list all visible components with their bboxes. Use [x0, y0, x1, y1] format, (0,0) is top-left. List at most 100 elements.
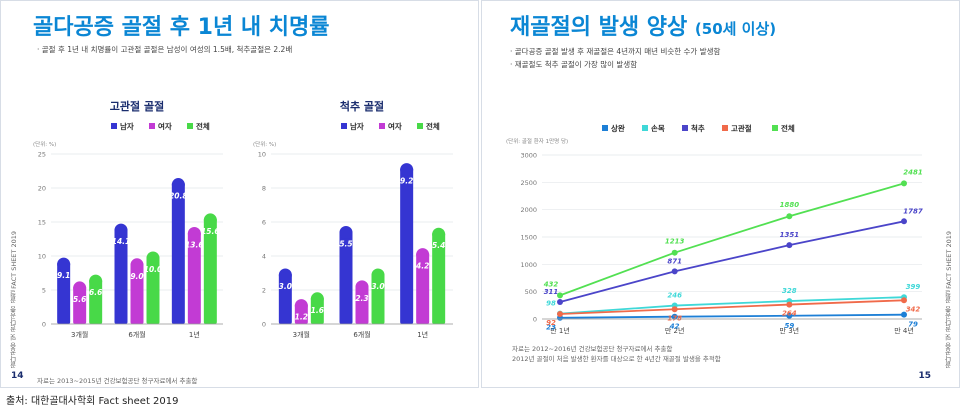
- data-point-전체-3: [901, 180, 907, 187]
- right-page-number: 15: [918, 371, 931, 381]
- y-tick-label-5: 25: [38, 151, 46, 159]
- data-label: 871: [667, 257, 682, 265]
- y-tick-label-5: 2500: [520, 179, 537, 187]
- legend-label-0: 남자: [120, 121, 134, 131]
- legend-label-2: 전체: [426, 121, 440, 131]
- data-point-전체-1: [671, 249, 678, 256]
- data-point-상완-3: [901, 311, 907, 318]
- bar-value-label: 15.6: [201, 227, 220, 236]
- legend-label-2: 전체: [196, 121, 210, 131]
- data-label: 98: [546, 300, 556, 308]
- legend-label-0: 상완: [611, 123, 625, 133]
- right-bullet-1: · 골다공증 골절 발생 후 재골절은 4년까지 매년 비슷한 수가 발생함: [510, 47, 721, 56]
- data-point-상완-1: [671, 313, 678, 320]
- bar-전체-1: [371, 273, 385, 324]
- y-tick-label-6: 3000: [520, 152, 537, 160]
- bar-여자-2: [416, 252, 430, 324]
- left-page-number: 14: [11, 371, 24, 381]
- legend-swatch-2: [682, 125, 688, 131]
- legend-label-3: 고관절: [731, 123, 752, 133]
- bar-head-여자-0: [73, 281, 87, 295]
- y-tick-label-0: 0: [533, 316, 537, 324]
- x-tick-label-2: 만 3년: [780, 326, 800, 335]
- bar-head-전체-2: [432, 227, 446, 241]
- bar-여자-1: [355, 284, 369, 324]
- y-tick-label-0: 0: [42, 321, 46, 329]
- bar-head-남자-0: [57, 257, 71, 271]
- left-panel: 골다공증 골절 후 1년 내 치명률 · 골절 후 1년 내 치명률이 고관절 …: [0, 0, 479, 388]
- legend-label-2: 척추: [691, 123, 705, 133]
- y-tick-label-4: 8: [262, 185, 266, 193]
- bar-value-label: 5.5: [339, 240, 352, 249]
- bar-head-전체-2: [203, 213, 217, 227]
- y-tick-label-4: 2000: [520, 206, 537, 214]
- data-point-고관절-0: [557, 310, 563, 317]
- bar-남자-0: [278, 273, 292, 324]
- legend-label-0: 남자: [350, 121, 364, 131]
- y-tick-label-1: 500: [525, 288, 537, 296]
- source-caption: 출처: 대한골대사학회 Fact sheet 2019: [6, 396, 179, 407]
- bar-value-label: 10.0: [144, 265, 163, 274]
- bar-전체-2: [203, 217, 217, 324]
- data-label: 42: [670, 323, 680, 331]
- bar-head-여자-2: [187, 227, 201, 241]
- legend-label-4: 전체: [781, 123, 795, 133]
- data-point-고관절-3: [901, 297, 907, 304]
- data-label: 1880: [780, 201, 800, 209]
- bar-전체-1: [146, 256, 160, 324]
- right-title-suffix: (50세 이상): [694, 20, 777, 38]
- data-label: 1787: [903, 207, 923, 215]
- data-label: 399: [906, 283, 921, 291]
- bar-value-label: 2.3: [355, 294, 368, 303]
- x-tick-label-1: 6개월: [353, 330, 370, 339]
- data-point-전체-0: [557, 292, 563, 299]
- bar-head-여자-1: [130, 258, 144, 272]
- data-point-척추-1: [671, 268, 678, 275]
- x-tick-label-2: 1년: [417, 330, 428, 339]
- legend-swatch-1: [379, 123, 385, 129]
- y-tick-label-2: 10: [38, 253, 46, 261]
- data-label: 328: [782, 287, 797, 295]
- y-tick-label-0: 0: [262, 321, 266, 329]
- y-unit-label: (단위: %): [253, 140, 276, 148]
- legend-swatch-0: [111, 123, 117, 129]
- bar-value-label: 3.0: [279, 282, 292, 291]
- y-tick-label-3: 15: [38, 219, 46, 227]
- bar-남자-1: [339, 230, 353, 324]
- x-tick-label-1: 만 2년: [665, 326, 685, 335]
- y-unit-label: (단위: %): [33, 140, 56, 148]
- left-bullet: · 골절 후 1년 내 치명률이 고관절 골절은 남성이 여성의 1.5배, 척…: [37, 45, 293, 54]
- data-label: 246: [667, 292, 682, 300]
- data-label: 92: [546, 319, 556, 327]
- y-tick-label-3: 6: [262, 219, 266, 227]
- bar-남자-2: [400, 167, 414, 324]
- left-side-note: 골다공증 및 골다공증 골절 FACT SHEET 2019: [10, 231, 18, 369]
- bar-여자-0: [73, 285, 87, 324]
- data-label: 311: [544, 288, 559, 296]
- bar-value-label: 9.1: [57, 271, 70, 280]
- bar-value-label: 20.8: [169, 192, 188, 201]
- data-label: 264: [782, 310, 797, 318]
- y-tick-label-2: 1000: [520, 261, 537, 269]
- legend-label-1: 여자: [158, 121, 172, 131]
- y-tick-label-3: 1500: [520, 234, 537, 242]
- data-label: 432: [544, 280, 559, 288]
- x-tick-label-0: 만 1년: [550, 326, 570, 335]
- x-tick-label-3: 만 4년: [894, 326, 914, 335]
- bar-value-label: 4.2: [416, 262, 429, 271]
- bar-head-남자-1: [114, 223, 128, 237]
- bar-value-label: 9.2: [400, 177, 413, 186]
- data-point-척추-2: [786, 242, 793, 249]
- data-label: 79: [908, 321, 918, 329]
- y-tick-label-2: 4: [262, 253, 266, 261]
- bar-value-label: 5.6: [73, 295, 86, 304]
- bar-head-남자-1: [339, 226, 353, 239]
- chart-title: 고관절 골절: [110, 99, 164, 113]
- bar-head-전체-0: [89, 274, 103, 288]
- bar-value-label: 3.0: [371, 282, 384, 291]
- bar-value-label: 13.6: [185, 241, 204, 250]
- legend-swatch-3: [722, 125, 728, 131]
- y-tick-label-1: 2: [262, 287, 266, 295]
- y-unit-label: (단위: 골절 환자 1만명 당): [506, 137, 568, 145]
